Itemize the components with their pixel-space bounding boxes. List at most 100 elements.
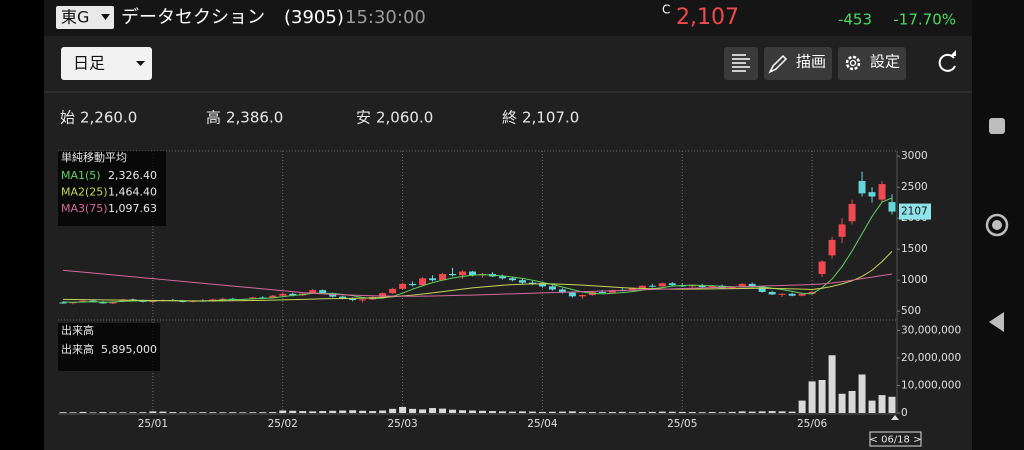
volume-bar	[429, 408, 437, 413]
volume-bar	[698, 412, 706, 413]
panel-title: 出来高	[61, 323, 94, 337]
volume-bar	[558, 411, 566, 413]
y-tick-label: 1000	[901, 274, 928, 286]
volume-bar	[648, 411, 656, 413]
volume-bar	[658, 411, 666, 413]
candle-body	[548, 286, 556, 290]
candle-body	[409, 283, 417, 286]
volume-bar	[478, 410, 486, 413]
volume-bar	[349, 410, 357, 413]
volume-bar	[239, 412, 247, 413]
change-pct: -17.70%	[893, 11, 956, 29]
ma-line	[62, 251, 893, 302]
volume-bar	[389, 408, 397, 413]
candle-body	[349, 298, 357, 301]
pen-icon	[768, 54, 788, 74]
candle-body	[429, 278, 437, 281]
volume-bar	[718, 412, 726, 413]
candle-body	[339, 296, 347, 299]
candle-body	[518, 280, 526, 283]
candle-body	[219, 298, 227, 300]
close-mark: C	[662, 3, 670, 17]
volume-bar	[688, 412, 696, 413]
price-tag: 2107	[901, 206, 928, 218]
candle-body	[848, 203, 856, 222]
legend-name: MA2(25)	[61, 186, 108, 199]
refresh-icon[interactable]	[938, 53, 956, 72]
candle-body	[728, 287, 736, 289]
candle-body	[758, 287, 766, 292]
candle-body	[708, 285, 716, 288]
ma-line	[62, 269, 893, 297]
y-tick-label: 500	[901, 305, 921, 317]
candle-body	[279, 293, 287, 296]
y-tick-label: 20,000,000	[901, 352, 961, 364]
candle-body	[389, 288, 397, 294]
volume-bar	[778, 411, 786, 413]
market-caret	[101, 14, 110, 20]
legend-value: 1,464.40	[108, 186, 157, 199]
x-tick-label: 25/01	[138, 418, 168, 430]
volume-bar	[149, 411, 157, 413]
x-tick-label: 25/03	[387, 418, 417, 430]
volume-bar	[229, 412, 237, 413]
draw-button[interactable]	[764, 47, 832, 80]
volume-bar	[319, 411, 327, 413]
volume-bar	[518, 411, 526, 413]
summary-value: 2,107.0	[522, 109, 579, 127]
period: 日足	[73, 54, 105, 73]
volume-bar	[59, 412, 67, 413]
volume-bar	[798, 400, 806, 413]
settings-button[interactable]	[838, 47, 906, 80]
header-bar	[44, 0, 972, 36]
volume-bar	[189, 412, 197, 413]
volume-bar	[498, 411, 506, 413]
volume-bar	[279, 410, 287, 413]
gear-icon	[845, 55, 861, 71]
volume-bar	[439, 408, 447, 413]
period-select[interactable]	[61, 47, 152, 80]
candle-body	[459, 271, 467, 276]
summary-value: 2,386.0	[226, 109, 283, 127]
volume-bar	[99, 412, 107, 413]
y-tick-label: 10,000,000	[901, 380, 961, 392]
candle-body	[818, 261, 826, 274]
market-select[interactable]	[56, 6, 114, 29]
volume-bar	[139, 412, 147, 413]
candle-body	[538, 283, 546, 287]
volume-bar	[329, 410, 337, 413]
volume-bar	[299, 411, 307, 413]
legend-name: 出来高	[61, 342, 94, 356]
volume-bar	[568, 411, 576, 413]
price-tag-box	[899, 203, 931, 220]
candle-body	[698, 285, 706, 288]
nav-home[interactable]	[985, 213, 1009, 237]
x-tick-label: 25/06	[797, 418, 828, 430]
legend-box	[58, 323, 160, 371]
volume-bar	[838, 393, 846, 413]
time: 15:30:00	[345, 7, 426, 28]
legend-value: 1,097.63	[108, 202, 157, 215]
candle-body	[778, 293, 786, 295]
candle-body	[149, 300, 157, 302]
legend-box	[58, 151, 166, 226]
volume-bar	[219, 412, 227, 413]
candle-body	[608, 290, 616, 293]
volume-bar	[269, 412, 277, 413]
nav-recent[interactable]	[989, 118, 1005, 134]
price: 2,107	[676, 5, 739, 30]
candle-body	[528, 282, 536, 284]
settings-label: 設定	[870, 53, 900, 71]
volume-bar	[259, 412, 267, 413]
gear-center	[849, 59, 857, 67]
volume-bar	[758, 411, 766, 413]
candle-body	[449, 273, 457, 276]
list-icon	[732, 54, 750, 72]
volume-bar	[678, 411, 686, 413]
volume-bar	[209, 412, 217, 413]
volume-bar	[399, 406, 407, 413]
nav-back[interactable]	[989, 312, 1004, 332]
volume-bar	[249, 412, 257, 413]
volume-bar	[738, 411, 746, 413]
